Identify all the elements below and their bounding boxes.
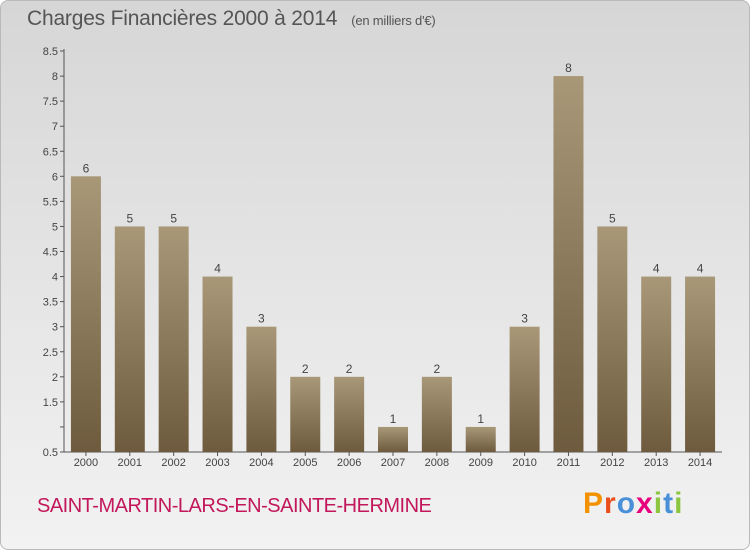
data-label: 4 [653, 262, 660, 276]
bars [70, 76, 716, 452]
logo-letter: o [616, 487, 637, 520]
data-label: 3 [258, 312, 265, 326]
data-label: 8 [565, 61, 572, 75]
proxiti-logo[interactable]: Proxiti [583, 487, 683, 521]
y-tick-label: 0.5 [43, 447, 58, 459]
y-tick-label: 6 [52, 171, 58, 183]
bar-2000 [70, 176, 101, 452]
logo-letter: r [604, 487, 617, 520]
bar-2004 [246, 326, 277, 452]
data-label: 3 [521, 312, 528, 326]
bar-2010 [509, 326, 540, 452]
y-tick-label: 8 [52, 71, 58, 83]
data-label: 5 [126, 211, 133, 225]
x-tick-label: 2000 [74, 457, 98, 469]
x-tick-label: 2010 [512, 457, 536, 469]
y-tick-label: 2 [52, 372, 58, 384]
data-label: 1 [477, 412, 484, 426]
y-tick-label: 7.5 [43, 96, 58, 108]
y-tick-label: 4 [52, 272, 58, 284]
x-tick-label: 2007 [381, 457, 405, 469]
y-tick-label: 2.5 [43, 347, 58, 359]
chart-title: Charges Financières 2000 à 2014 (en milli… [27, 7, 436, 31]
bar-2012 [597, 226, 628, 452]
x-tick-label: 2014 [688, 457, 712, 469]
x-tick-label: 2011 [557, 457, 581, 469]
x-tick-label: 2012 [600, 457, 624, 469]
y-tick-label: 8.5 [43, 46, 58, 58]
y-tick-label: 7 [52, 121, 58, 133]
chart-title-text: Charges Financières 2000 à 2014 [27, 7, 338, 30]
bar-2011 [553, 76, 584, 452]
commune-name: SAINT-MARTIN-LARS-EN-SAINTE-HERMINE [37, 495, 432, 517]
bar-2013 [641, 276, 672, 452]
x-tick-label: 2008 [425, 457, 449, 469]
data-labels: 6 5 5 4 3 2 2 1 2 1 3 8 5 4 4 [83, 61, 704, 426]
y-tick-label: 4.5 [43, 247, 58, 259]
data-label: 5 [609, 211, 616, 225]
data-label: 2 [346, 362, 353, 376]
data-label: 5 [170, 211, 177, 225]
x-tick-label: 2002 [161, 457, 185, 469]
x-tick-label: 2009 [468, 457, 492, 469]
bar-2008 [421, 376, 452, 452]
bar-2007 [378, 426, 408, 452]
bar-2001 [114, 226, 145, 452]
y-tick-label: 6.5 [43, 146, 58, 158]
y-tick-label: 5 [52, 221, 58, 233]
logo-letter: x [636, 487, 654, 520]
data-label: 2 [302, 362, 309, 376]
bar-2009 [465, 426, 496, 452]
y-tick-label: 3 [52, 322, 58, 334]
x-tick-label: 2013 [644, 457, 668, 469]
logo-letter: t [663, 487, 675, 520]
bar-2014 [685, 276, 716, 452]
x-tick-label: 2005 [293, 457, 317, 469]
data-label: 4 [697, 262, 704, 276]
logo-letter: i [674, 487, 684, 520]
logo-letter: P [583, 487, 605, 520]
bar-2002 [158, 226, 189, 452]
y-tick-label: 5.5 [43, 196, 58, 208]
data-label: 2 [434, 362, 441, 376]
x-tick-label: 2004 [249, 457, 273, 469]
y-tick-label: 1.5 [43, 397, 58, 409]
chart-subtitle: (en milliers d'€) [351, 13, 436, 28]
bar-2005 [290, 376, 321, 452]
data-label: 1 [390, 412, 397, 426]
x-tick-label: 2006 [337, 457, 361, 469]
bar-2006 [334, 376, 365, 452]
x-tick-label: 2001 [118, 457, 142, 469]
logo-letter: i [653, 487, 664, 520]
bar-2003 [202, 276, 233, 452]
y-tick-label: 3.5 [43, 297, 58, 309]
data-label: 4 [214, 262, 221, 276]
data-label: 6 [83, 161, 90, 175]
x-tick-label: 2003 [205, 457, 229, 469]
